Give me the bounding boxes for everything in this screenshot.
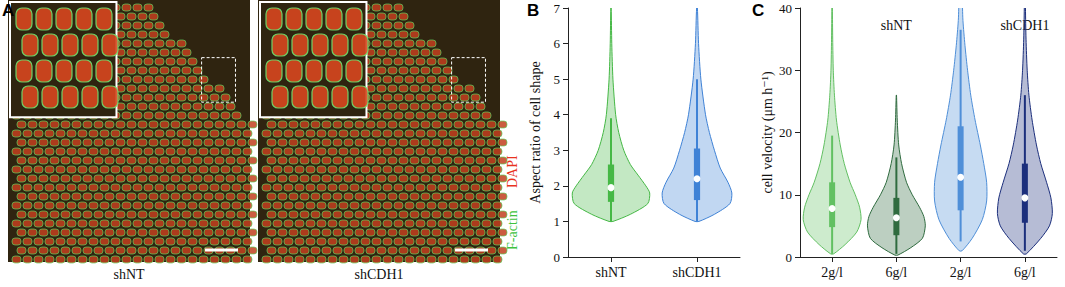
svg-text:C: C	[752, 1, 764, 20]
svg-text:shCDH1: shCDH1	[672, 265, 721, 280]
svg-text:40: 40	[779, 1, 792, 16]
svg-text:5: 5	[554, 72, 561, 87]
svg-text:F-actin: F-actin	[505, 210, 520, 250]
svg-text:4: 4	[554, 107, 561, 122]
svg-text:30: 30	[779, 63, 792, 78]
svg-text:20: 20	[779, 125, 792, 140]
svg-text:shCDH1: shCDH1	[354, 267, 403, 282]
svg-text:10: 10	[779, 187, 792, 202]
svg-text:shNT: shNT	[113, 267, 145, 282]
svg-text:DAPI: DAPI	[505, 155, 520, 188]
svg-text:0: 0	[554, 250, 561, 265]
svg-text:Aspect ratio of cell shape: Aspect ratio of cell shape	[528, 61, 543, 203]
svg-text:shNT: shNT	[881, 18, 913, 33]
svg-text:7: 7	[554, 1, 561, 16]
svg-text:cell velocity (μm h⁻¹): cell velocity (μm h⁻¹)	[760, 71, 776, 193]
svg-text:3: 3	[554, 143, 561, 158]
svg-text:0: 0	[786, 250, 793, 265]
svg-text:2g/l: 2g/l	[950, 265, 972, 280]
svg-text:A: A	[2, 1, 14, 20]
svg-text:1: 1	[554, 214, 561, 229]
svg-text:6g/l: 6g/l	[885, 265, 907, 280]
svg-text:6: 6	[554, 36, 561, 51]
svg-text:2: 2	[554, 178, 561, 193]
svg-text:2g/l: 2g/l	[821, 265, 843, 280]
svg-text:shNT: shNT	[595, 265, 627, 280]
svg-text:B: B	[527, 1, 539, 20]
svg-text:6g/l: 6g/l	[1014, 265, 1036, 280]
svg-text:shCDH1: shCDH1	[1000, 17, 1050, 33]
